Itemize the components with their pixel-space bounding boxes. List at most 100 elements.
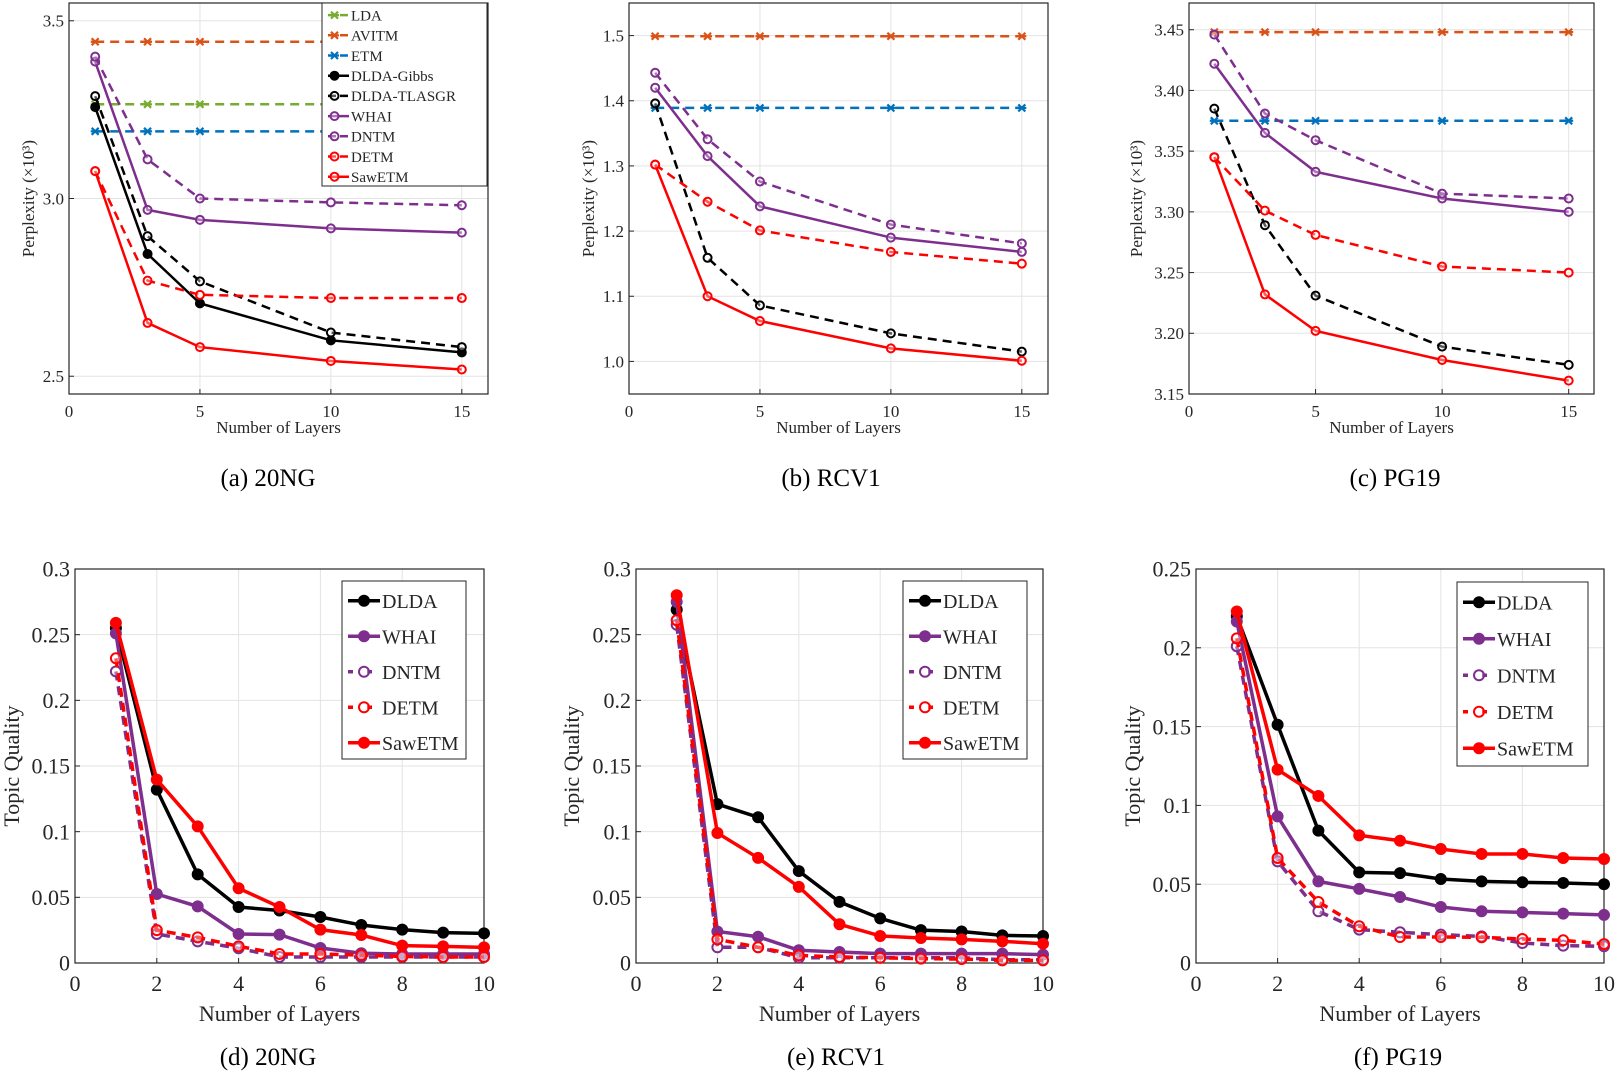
data-point [1353, 866, 1366, 879]
y-tick-label: 0.1 [604, 819, 632, 844]
data-point [194, 193, 205, 204]
y-tick-label: 0.15 [32, 754, 71, 779]
series-dlda [1230, 610, 1610, 891]
legend-item: SawETM [909, 733, 1020, 755]
data-point [437, 926, 450, 939]
data-point [1259, 108, 1270, 119]
y-tick-label: 0.05 [1153, 872, 1192, 897]
x-tick-label: 5 [756, 402, 765, 421]
data-point [191, 931, 204, 944]
x-marker-shape [330, 10, 339, 20]
series-line [674, 609, 1044, 938]
data-point [194, 214, 205, 225]
data-point [914, 932, 927, 945]
data-point [1563, 193, 1574, 204]
data-point [874, 912, 887, 925]
data-point [456, 200, 467, 211]
data-point [1563, 375, 1574, 386]
data-point [792, 865, 805, 878]
series-line [94, 56, 462, 207]
data-point [886, 103, 896, 113]
data-point [1310, 135, 1321, 146]
data-point [885, 343, 896, 354]
data-point [1037, 937, 1049, 950]
data-point [1516, 847, 1529, 860]
x-tick-label: 4 [233, 971, 244, 996]
y-axis-label: Topic Quality [559, 705, 584, 826]
y-tick-label: 3.40 [1154, 81, 1184, 100]
legend-item: DETM [1463, 702, 1554, 724]
series-line [1213, 156, 1569, 382]
data-point [1312, 789, 1325, 802]
subplot-1: 0 5 10 15 2.5 3.0 3.5 Number of Layers Perplexit… [19, 2, 489, 492]
data-point [1475, 875, 1488, 888]
data-point [886, 31, 896, 41]
x-tick-label: 6 [875, 971, 886, 996]
x-marker-shape [1564, 116, 1574, 126]
y-tick-label: 1.1 [603, 287, 624, 306]
data-point [273, 901, 286, 914]
data-point [1209, 58, 1220, 69]
data-point [1037, 954, 1049, 967]
y-tick-label: 3.30 [1154, 203, 1184, 222]
data-point [1557, 852, 1570, 865]
y-tick-label: 1.5 [603, 27, 624, 46]
x-tick-label: 0 [631, 971, 642, 996]
data-point [325, 293, 336, 304]
data-point [752, 930, 765, 943]
data-point [754, 300, 765, 311]
x-marker-shape [1437, 27, 1447, 37]
series-2 [1209, 103, 1574, 370]
data-point [1563, 206, 1574, 217]
data-point [1516, 933, 1529, 946]
y-tick-label: 0.2 [1164, 636, 1192, 661]
x-tick-label: 0 [65, 402, 74, 421]
data-point [1516, 906, 1529, 919]
data-point [1434, 843, 1447, 856]
data-point [437, 940, 450, 953]
x-axis-label: Number of Layers [759, 1001, 920, 1026]
data-point [194, 289, 205, 300]
legend-marker [329, 90, 340, 101]
data-point [142, 204, 153, 215]
series-line [654, 163, 1022, 265]
legend-item: DLDA [1463, 592, 1553, 614]
data-point [1394, 930, 1406, 943]
y-tick-label: 1.2 [603, 222, 624, 241]
x-tick-label: 4 [1354, 971, 1365, 996]
x-marker-shape [1564, 27, 1574, 37]
legend-label: DNTM [943, 662, 1002, 684]
data-point [650, 31, 660, 41]
data-point [325, 223, 336, 234]
data-point [191, 900, 204, 913]
data-point [650, 82, 661, 93]
series-whai [90, 56, 467, 238]
x-marker-shape [1017, 103, 1027, 113]
data-point [150, 924, 163, 937]
legend-label: DNTM [351, 130, 395, 146]
y-tick-label: 0.25 [32, 622, 71, 647]
x-marker-shape [330, 31, 339, 40]
y-tick-label: 0.25 [593, 622, 632, 647]
data-point [792, 880, 805, 893]
series-3 [1209, 58, 1574, 217]
legend-item: DETM [328, 150, 394, 166]
data-point [396, 939, 409, 952]
y-tick-label: 0.05 [32, 885, 71, 910]
data-point [1016, 246, 1027, 257]
data-point [1209, 116, 1219, 126]
data-point [755, 31, 765, 41]
x-marker-shape [1260, 116, 1270, 126]
data-point [752, 941, 765, 954]
legend-label: DNTM [382, 662, 441, 684]
data-point [1557, 907, 1570, 920]
data-point [90, 166, 101, 177]
data-point [1016, 238, 1027, 249]
subplot-caption: (c) PG19 [1350, 465, 1441, 492]
y-tick-label: 3.25 [1154, 264, 1184, 283]
legend-marker [919, 665, 931, 678]
data-point [191, 868, 204, 881]
data-point [1310, 166, 1321, 177]
legend-item: WHAI [348, 626, 436, 648]
